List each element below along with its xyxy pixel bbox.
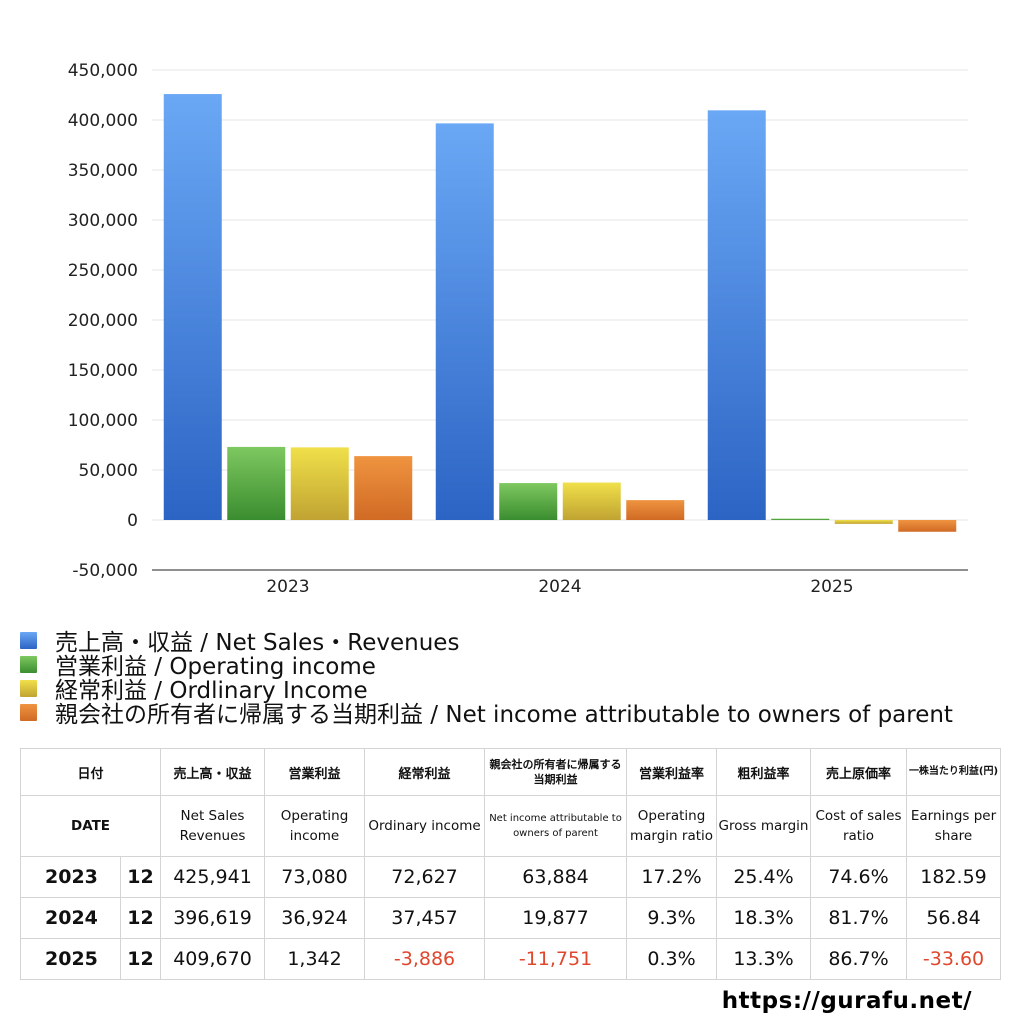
header-gross-margin-en: Gross margin: [716, 795, 812, 857]
legend-item-net-sales: 売上高・収益 / Net Sales・Revenues: [20, 628, 953, 656]
y-tick-label: 100,000: [68, 411, 138, 431]
cell-operating-income: 73,080: [264, 856, 366, 898]
legend-swatch-net-sales: [20, 631, 37, 649]
bar-operating-income-2024: [499, 483, 558, 520]
y-tick-label: 250,000: [68, 261, 138, 281]
bar-operating-income-2023: [227, 446, 286, 520]
chart-legend: 売上高・収益 / Net Sales・Revenues 営業利益 / Opera…: [20, 628, 953, 728]
cell-net-income: -11,751: [484, 938, 628, 980]
header-eps-ja: 一株当たり利益(円): [906, 748, 1002, 796]
legend-label-ordinary-income: 経常利益 / Ordlinary Income: [55, 678, 368, 704]
bar-operating-income-2025: [771, 518, 830, 520]
header-operating-margin-ja: 営業利益率: [626, 748, 718, 796]
header-net-sales-en: Net Sales Revenues: [160, 795, 266, 857]
x-tick-label: 2024: [538, 577, 581, 597]
cell-eps: 56.84: [906, 897, 1002, 939]
header-operating-margin-en: Operating margin ratio: [626, 795, 718, 857]
table-row: 2023 12 425,941 73,080 72,627 63,884 17.…: [20, 856, 1002, 898]
bar-ordinary-income-2023: [290, 447, 349, 520]
header-net-income-ja: 親会社の所有者に帰属する当期利益: [484, 748, 628, 796]
cell-net-sales: 409,670: [160, 938, 266, 980]
row-year: 2024: [20, 897, 121, 939]
table-header-en-row: DATE Net Sales Revenues Operating income…: [19, 795, 1002, 857]
chart-grid: [152, 69, 968, 521]
y-axis-tick-labels: 450,000 400,000 350,000 300,000 250,000 200,0…: [68, 61, 138, 581]
table-row: 2024 12 396,619 36,924 37,457 19,877 9.3…: [20, 897, 1002, 939]
legend-label-net-sales: 売上高・収益 / Net Sales・Revenues: [55, 630, 460, 656]
cell-ordinary-income: 72,627: [364, 856, 486, 898]
cell-cost-ratio: 81.7%: [810, 897, 908, 939]
header-operating-income-ja: 営業利益: [264, 748, 366, 796]
row-month: 12: [119, 897, 162, 939]
legend-swatch-ordinary-income: [20, 679, 37, 697]
legend-item-net-income: 親会社の所有者に帰属する当期利益 / Net income attributab…: [20, 700, 953, 728]
cell-gross-margin: 18.3%: [716, 897, 812, 939]
x-axis-tick-labels: 2023 2024 2025: [266, 577, 853, 597]
cell-eps: 182.59: [906, 856, 1002, 898]
bar-net-income-2023: [354, 456, 413, 520]
legend-item-operating-income: 営業利益 / Operating income: [20, 652, 953, 680]
header-net-income-en: Net income attributable to owners of par…: [484, 795, 628, 857]
header-cost-ratio-en: Cost of sales ratio: [810, 795, 908, 857]
y-tick-label: 150,000: [68, 361, 138, 381]
cell-operating-margin: 9.3%: [626, 897, 718, 939]
cell-operating-margin: 17.2%: [626, 856, 718, 898]
cell-ordinary-income: -3,886: [364, 938, 486, 980]
header-ordinary-income-en: Ordinary income: [364, 795, 486, 857]
header-operating-income-en: Operating income: [264, 795, 366, 857]
cell-net-sales: 425,941: [160, 856, 266, 898]
bar-net-sales-2024: [435, 123, 494, 521]
bar-net-income-2024: [626, 500, 685, 520]
cell-operating-margin: 0.3%: [626, 938, 718, 980]
chart-bars: [163, 94, 957, 532]
legend-label-net-income: 親会社の所有者に帰属する当期利益 / Net income attributab…: [55, 702, 953, 728]
y-tick-label: -50,000: [72, 561, 138, 581]
legend-label-operating-income: 営業利益 / Operating income: [55, 654, 376, 680]
y-tick-label: 450,000: [68, 61, 138, 81]
cell-net-sales: 396,619: [160, 897, 266, 939]
cell-gross-margin: 25.4%: [716, 856, 812, 898]
header-date-en: DATE: [19, 795, 162, 857]
header-ordinary-income-ja: 経常利益: [364, 748, 486, 796]
legend-swatch-net-income: [20, 703, 37, 721]
legend-item-ordinary-income: 経常利益 / Ordlinary Income: [20, 676, 953, 704]
y-tick-label: 400,000: [68, 111, 138, 131]
bar-ordinary-income-2025: [834, 520, 893, 524]
header-eps-en: Earnings per share: [906, 795, 1002, 857]
financial-table: 日付 売上高・収益 営業利益 経常利益 親会社の所有者に帰属する当期利益 営業利…: [19, 748, 1002, 980]
cell-operating-income: 1,342: [264, 938, 366, 980]
cell-net-income: 19,877: [484, 897, 628, 939]
bar-chart: 450,000 400,000 350,000 300,000 250,000 200,0…: [68, 61, 968, 597]
bar-net-income-2025: [898, 520, 957, 532]
cell-operating-income: 36,924: [264, 897, 366, 939]
header-date-ja: 日付: [19, 748, 162, 796]
row-year: 2023: [20, 856, 121, 898]
row-year: 2025: [20, 938, 121, 980]
cell-cost-ratio: 86.7%: [810, 938, 908, 980]
legend-swatch-operating-income: [20, 655, 37, 673]
cell-net-income: 63,884: [484, 856, 628, 898]
cell-eps: -33.60: [906, 938, 1002, 980]
header-cost-ratio-ja: 売上原価率: [810, 748, 908, 796]
header-gross-margin-ja: 粗利益率: [716, 748, 812, 796]
bar-net-sales-2025: [707, 110, 766, 520]
bar-net-sales-2023: [163, 94, 222, 521]
cell-gross-margin: 13.3%: [716, 938, 812, 980]
y-tick-label: 350,000: [68, 161, 138, 181]
y-tick-label: 200,000: [68, 311, 138, 331]
y-tick-label: 50,000: [79, 461, 138, 481]
y-tick-label: 0: [127, 511, 138, 531]
header-net-sales-ja: 売上高・収益: [160, 748, 266, 796]
footer-url[interactable]: https://gurafu.net/: [721, 988, 972, 1014]
cell-ordinary-income: 37,457: [364, 897, 486, 939]
cell-cost-ratio: 74.6%: [810, 856, 908, 898]
row-month: 12: [119, 856, 162, 898]
y-tick-label: 300,000: [68, 211, 138, 231]
table-header-ja-row: 日付 売上高・収益 営業利益 経常利益 親会社の所有者に帰属する当期利益 営業利…: [19, 748, 1002, 796]
row-month: 12: [119, 938, 162, 980]
table-row: 2025 12 409,670 1,342 -3,886 -11,751 0.3…: [20, 938, 1002, 980]
x-tick-label: 2025: [810, 577, 853, 597]
x-tick-label: 2023: [266, 577, 309, 597]
bar-ordinary-income-2024: [562, 482, 621, 520]
